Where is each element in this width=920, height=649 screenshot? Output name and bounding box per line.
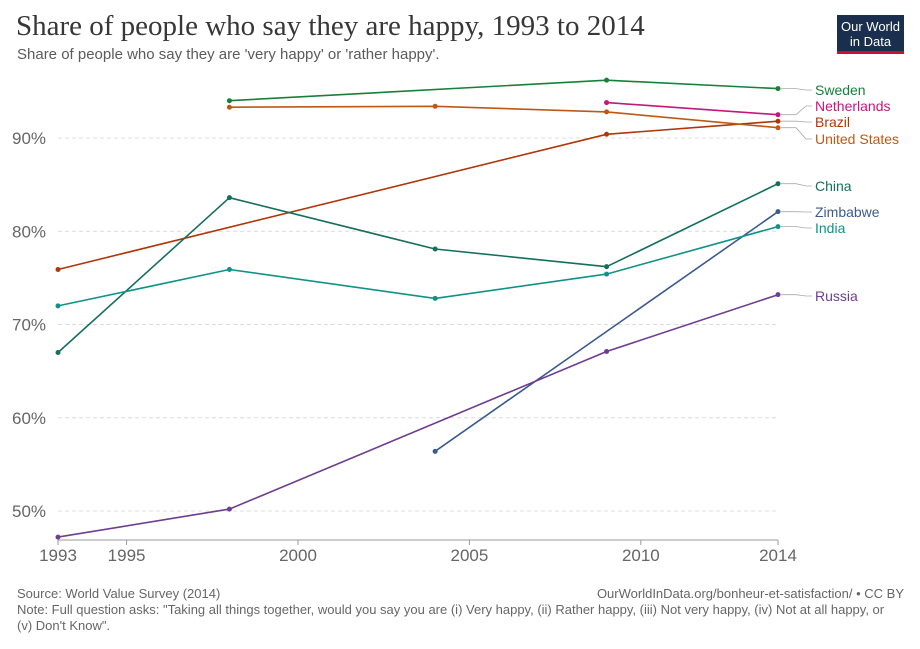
x-tick-label: 2010 bbox=[622, 546, 660, 565]
data-point bbox=[432, 246, 438, 252]
label-leader-line bbox=[781, 226, 812, 229]
series-line-brazil bbox=[57, 120, 779, 271]
x-tick-label: 2005 bbox=[451, 546, 489, 565]
data-point bbox=[604, 264, 610, 270]
series-label: Netherlands bbox=[815, 98, 891, 114]
source-note: Source: World Value Survey (2014) bbox=[17, 586, 221, 601]
data-point bbox=[775, 292, 781, 298]
data-point bbox=[432, 295, 438, 301]
data-point bbox=[775, 125, 781, 131]
x-tick-label: 1993 bbox=[39, 546, 77, 565]
data-point bbox=[226, 506, 232, 512]
data-point bbox=[775, 118, 781, 124]
y-tick-label: 80% bbox=[12, 222, 46, 241]
data-point bbox=[226, 104, 232, 110]
label-leader-line bbox=[781, 127, 812, 140]
data-point bbox=[604, 131, 610, 137]
line-chart: 50% 60% 70% 80% 90% 1993 1995 2000 2005 2010 2014 S… bbox=[12, 77, 899, 565]
series-line-china bbox=[57, 182, 779, 354]
data-point bbox=[775, 181, 781, 187]
y-tick-label: 70% bbox=[12, 316, 46, 335]
label-leader-line bbox=[781, 105, 812, 116]
series-label: Zimbabwe bbox=[815, 204, 880, 220]
data-point bbox=[55, 303, 61, 309]
data-point bbox=[226, 195, 232, 201]
y-tick-label: 90% bbox=[12, 129, 46, 148]
series-label: China bbox=[815, 178, 852, 194]
x-tick-label: 1995 bbox=[108, 546, 146, 565]
series-line-russia bbox=[57, 293, 779, 538]
data-point bbox=[604, 77, 610, 83]
label-leader-line bbox=[781, 294, 812, 297]
data-point bbox=[604, 349, 610, 355]
y-tick-label: 60% bbox=[12, 409, 46, 428]
logo-text-line2: in Data bbox=[849, 34, 892, 49]
data-point bbox=[604, 109, 610, 115]
data-point bbox=[55, 266, 61, 272]
citation-link[interactable]: OurWorldInData.org/bonheur-et-satisfacti… bbox=[596, 586, 904, 601]
y-tick-label: 50% bbox=[12, 502, 46, 521]
series-line-united-states bbox=[229, 105, 779, 129]
data-point bbox=[775, 112, 781, 118]
series-label: United States bbox=[815, 131, 899, 147]
data-point bbox=[432, 103, 438, 109]
data-point bbox=[775, 224, 781, 230]
label-leader-line bbox=[781, 120, 812, 123]
series-label: Sweden bbox=[815, 82, 866, 98]
data-point bbox=[775, 86, 781, 92]
data-point bbox=[604, 271, 610, 277]
data-point bbox=[226, 266, 232, 272]
series-label: India bbox=[815, 220, 846, 236]
series-line-sweden bbox=[229, 79, 779, 102]
series-line-india bbox=[57, 225, 779, 307]
series-label: Russia bbox=[815, 288, 858, 304]
series-line-netherlands bbox=[606, 101, 779, 116]
series-label: Brazil bbox=[815, 114, 850, 130]
data-point bbox=[432, 448, 438, 454]
label-leader-line bbox=[781, 88, 812, 91]
x-tick-label: 2000 bbox=[279, 546, 317, 565]
our-world-in-data-logo[interactable]: Our World in Data bbox=[837, 15, 904, 54]
data-point bbox=[226, 98, 232, 104]
label-leader-line bbox=[781, 183, 812, 187]
data-point bbox=[604, 100, 610, 106]
x-tick-label: 2014 bbox=[759, 546, 797, 565]
data-point bbox=[775, 209, 781, 215]
question-note: Note: Full question asks: "Taking all th… bbox=[17, 602, 885, 633]
chart-title: Share of people who say they are happy, … bbox=[16, 10, 645, 42]
logo-text-line1: Our World bbox=[841, 19, 900, 34]
series-line-zimbabwe bbox=[434, 211, 779, 452]
data-point bbox=[55, 349, 61, 355]
data-point bbox=[55, 534, 61, 540]
chart-subtitle: Share of people who say they are 'very h… bbox=[17, 46, 440, 63]
